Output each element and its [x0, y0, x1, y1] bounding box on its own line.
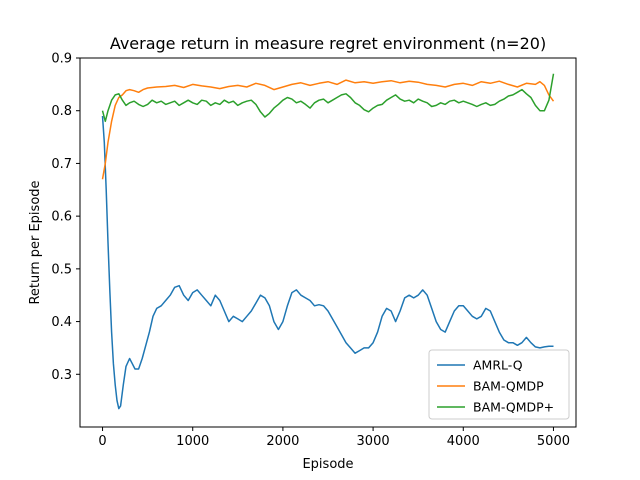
series-line-2 [101, 73, 555, 123]
plot-frame [79, 57, 577, 428]
x-tick-label: 1000 [176, 434, 209, 449]
y-tick-label: 0.3 [51, 368, 72, 383]
series-line-0 [101, 115, 554, 410]
y-tick-label: 0.8 [51, 104, 72, 119]
y-tick-label: 0.5 [51, 262, 72, 277]
x-axis-label: Episode [302, 457, 353, 472]
x-tick-label: 2000 [266, 434, 299, 449]
y-axis-label: Return per Episode [28, 180, 43, 304]
x-axis-ticks: 0 1000 2000 3000 4000 5000 [98, 427, 570, 449]
legend-label-0: AMRL-Q [473, 358, 523, 373]
y-tick-label: 0.9 [51, 52, 72, 67]
legend: AMRL-Q BAM-QMDP BAM-QMDP+ [428, 349, 570, 420]
chart-title: Average return in measure regret environ… [110, 34, 546, 53]
legend-box [428, 349, 570, 420]
y-axis-ticks: 0.3 0.4 0.5 0.6 0.7 0.8 0.9 [51, 52, 80, 383]
x-tick-label: 3000 [357, 434, 390, 449]
legend-label-2: BAM-QMDP+ [473, 400, 554, 415]
x-tick-label: 4000 [447, 434, 480, 449]
x-tick-label: 5000 [537, 434, 570, 449]
y-tick-label: 0.7 [51, 157, 72, 172]
series-line-1 [101, 79, 555, 180]
x-tick-label: 0 [98, 434, 106, 449]
y-tick-label: 0.4 [51, 315, 72, 330]
plot-lines [101, 73, 555, 410]
legend-label-1: BAM-QMDP [473, 379, 544, 394]
y-tick-label: 0.6 [51, 210, 72, 225]
